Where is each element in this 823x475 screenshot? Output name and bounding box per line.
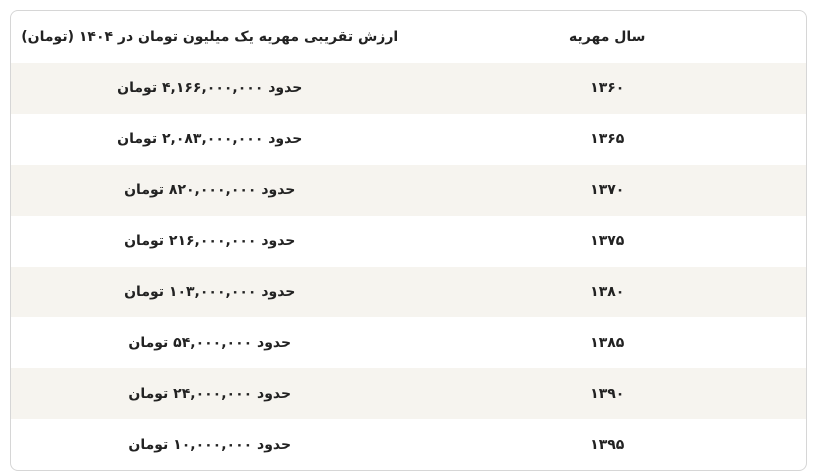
mahrieh-value-table-container: سال مهریه ارزش تقریبی مهریه یک میلیون تو… [10, 10, 807, 471]
header-value: ارزش تقریبی مهریه یک میلیون تومان در ۱۴۰… [21, 29, 399, 45]
table-row: ۱۳۷۵ حدود ۲۱۶,۰۰۰,۰۰۰ تومان [11, 216, 806, 267]
table-row: ۱۳۹۰ حدود ۲۴,۰۰۰,۰۰۰ تومان [11, 368, 806, 420]
cell-value: حدود ۱۰,۰۰۰,۰۰۰ تومان [128, 436, 292, 453]
table-row: ۱۳۶۵ حدود ۲,۰۸۳,۰۰۰,۰۰۰ تومان [11, 114, 806, 165]
cell-year: ۱۳۷۵ [590, 233, 625, 250]
table-row: ۱۳۹۵ حدود ۱۰,۰۰۰,۰۰۰ تومان [11, 419, 806, 470]
cell-value: حدود ۲,۰۸۳,۰۰۰,۰۰۰ تومان [117, 131, 303, 148]
table-row: ۱۳۸۵ حدود ۵۴,۰۰۰,۰۰۰ تومان [11, 317, 806, 368]
cell-value: حدود ۸۲۰,۰۰۰,۰۰۰ تومان [11, 164, 409, 216]
cell-year: ۱۳۹۵ [590, 436, 625, 453]
cell-value: حدود ۴,۱۶۶,۰۰۰,۰۰۰ تومان [11, 63, 409, 114]
cell-year: ۱۳۷۰ [408, 164, 806, 216]
cell-year: ۱۳۶۰ [408, 63, 806, 114]
cell-year: ۱۳۸۵ [590, 334, 625, 351]
mahrieh-value-table: سال مهریه ارزش تقریبی مهریه یک میلیون تو… [11, 11, 806, 470]
cell-year: ۱۳۶۵ [590, 131, 625, 148]
cell-value: حدود ۱۰۳,۰۰۰,۰۰۰ تومان [11, 266, 409, 318]
cell-value: حدود ۲۴,۰۰۰,۰۰۰ تومان [11, 368, 409, 420]
table-header-row: سال مهریه ارزش تقریبی مهریه یک میلیون تو… [11, 11, 806, 63]
header-year: سال مهریه [569, 29, 646, 45]
table-row: ۱۳۸۰ حدود ۱۰۳,۰۰۰,۰۰۰ تومان [11, 266, 806, 318]
cell-value: حدود ۵۴,۰۰۰,۰۰۰ تومان [128, 334, 292, 351]
table-row: ۱۳۷۰ حدود ۸۲۰,۰۰۰,۰۰۰ تومان [11, 164, 806, 216]
cell-year: ۱۳۸۰ [408, 266, 806, 318]
table-row: ۱۳۶۰ حدود ۴,۱۶۶,۰۰۰,۰۰۰ تومان [11, 63, 806, 114]
cell-year: ۱۳۹۰ [408, 368, 806, 420]
cell-value: حدود ۲۱۶,۰۰۰,۰۰۰ تومان [124, 233, 296, 250]
